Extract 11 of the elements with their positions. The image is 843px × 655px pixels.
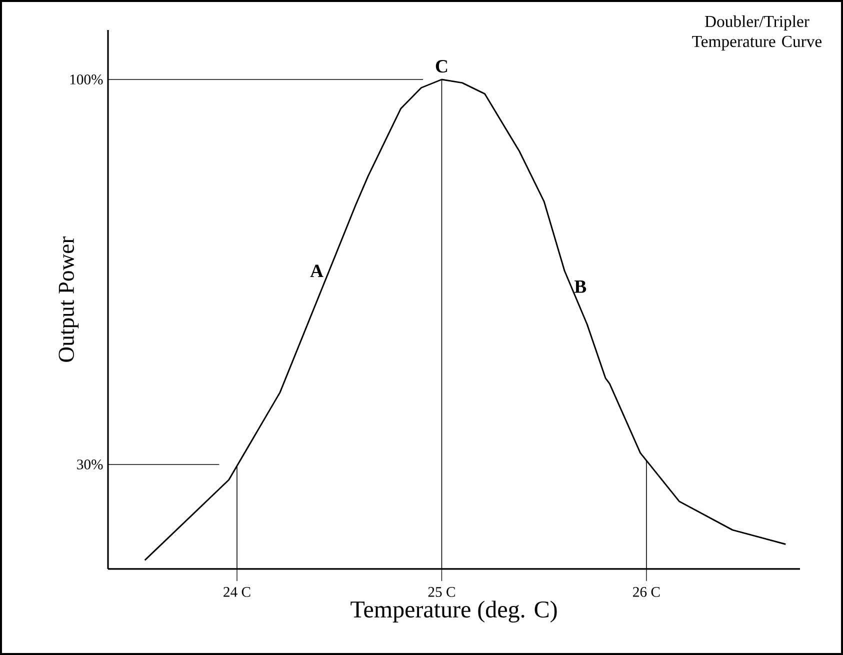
- annotation: B: [574, 280, 586, 293]
- y-tick-label: 30%: [77, 460, 103, 470]
- annotation: A: [310, 264, 324, 278]
- x-tick-label: 25 C: [428, 587, 455, 597]
- y-axis-title: Output Power: [58, 236, 79, 362]
- annotation: C: [436, 60, 448, 73]
- x-tick-label: 24 C: [224, 587, 250, 597]
- x-tick-label: 26 C: [633, 587, 660, 597]
- chart-title: Doubler/Tripler Temperature Curve: [692, 15, 822, 50]
- x-axis-title: Temperature (deg. C): [350, 600, 557, 623]
- y-tick-label: 100%: [70, 74, 103, 84]
